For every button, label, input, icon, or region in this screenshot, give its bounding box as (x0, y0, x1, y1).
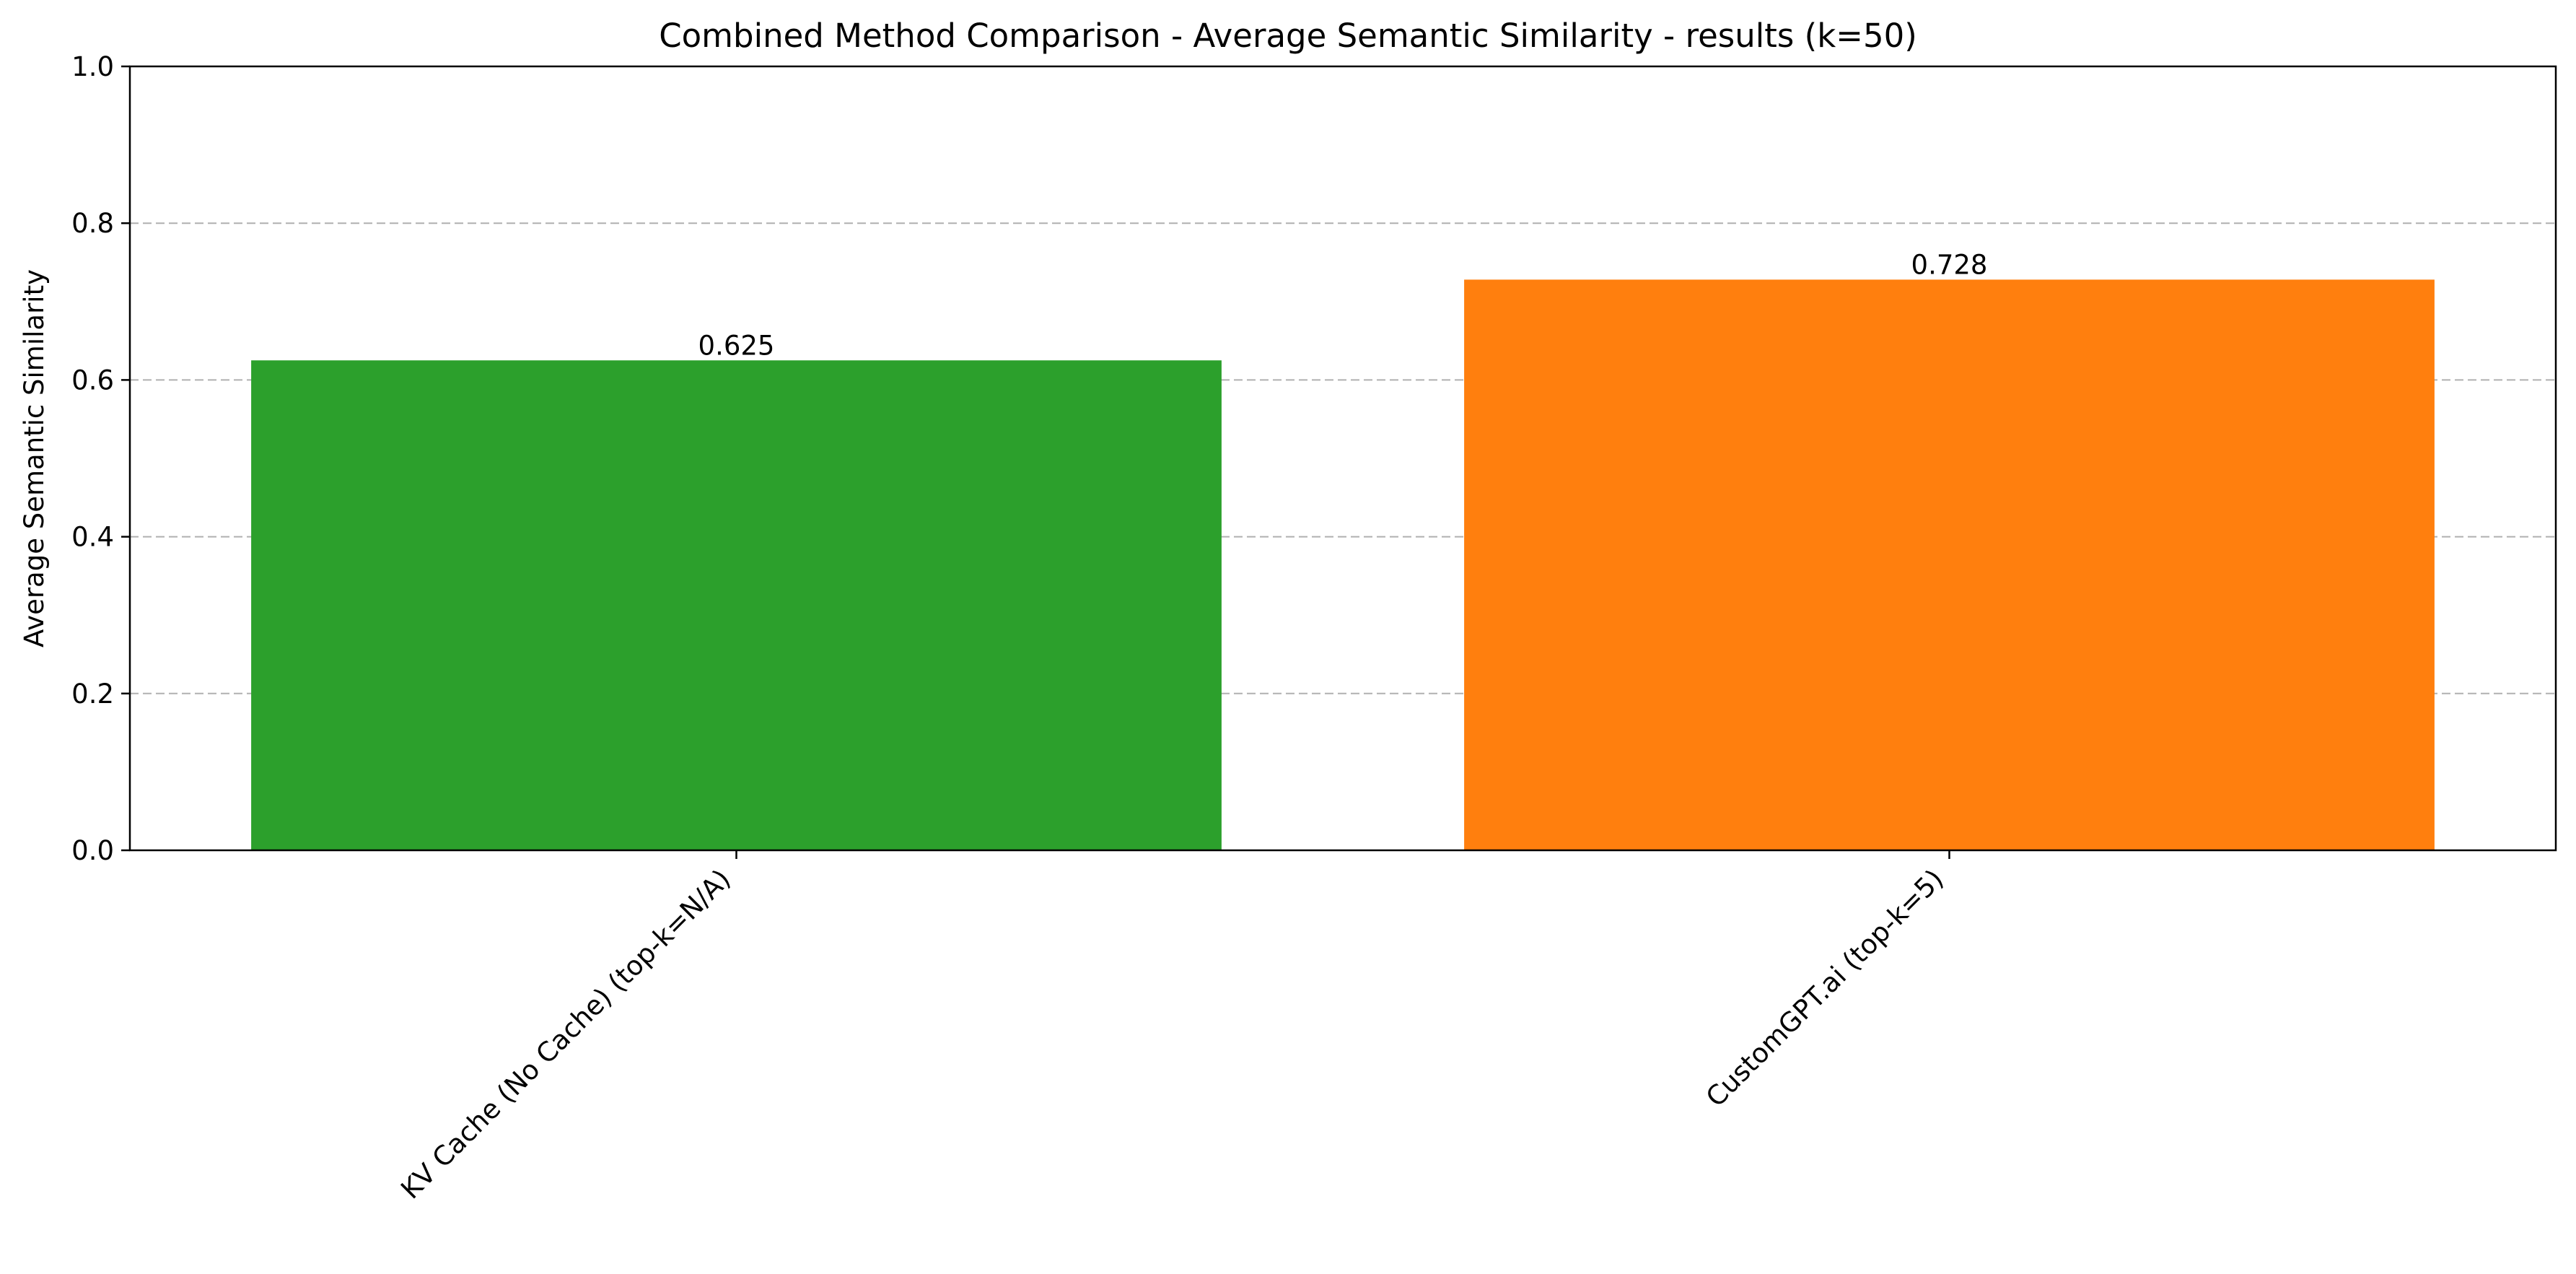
y-tick-label: 1.0 (71, 51, 114, 82)
x-axis-ticks: KV Cache (No Cache) (top-k=N/A) CustomGPT… (395, 850, 1950, 1205)
plot-area-frame (128, 65, 2557, 852)
y-tick-label: 0.2 (71, 679, 114, 710)
chart-title: Combined Method Comparison - Average Sem… (659, 17, 1917, 55)
y-tick-label: 0.6 (71, 365, 114, 396)
x-tick-label: CustomGPT.ai (top-k=5) (1700, 863, 1950, 1113)
y-axis-label: Average Semantic Similarity (19, 269, 50, 647)
value-labels: 0.625 0.728 (698, 249, 1988, 361)
bar-value-label: 0.728 (1911, 249, 1988, 280)
y-tick-label: 0.4 (71, 522, 114, 553)
bar (251, 360, 1222, 850)
y-tick-label: 0.0 (71, 835, 114, 866)
x-tick-label: KV Cache (No Cache) (top-k=N/A) (395, 863, 737, 1205)
bar-value-label: 0.625 (698, 330, 775, 361)
bar (1464, 279, 2435, 851)
bars (251, 279, 2435, 851)
y-axis-ticks: 0.0 0.2 0.4 0.6 0.8 1.0 (71, 51, 130, 866)
y-tick-label: 0.8 (71, 208, 114, 239)
